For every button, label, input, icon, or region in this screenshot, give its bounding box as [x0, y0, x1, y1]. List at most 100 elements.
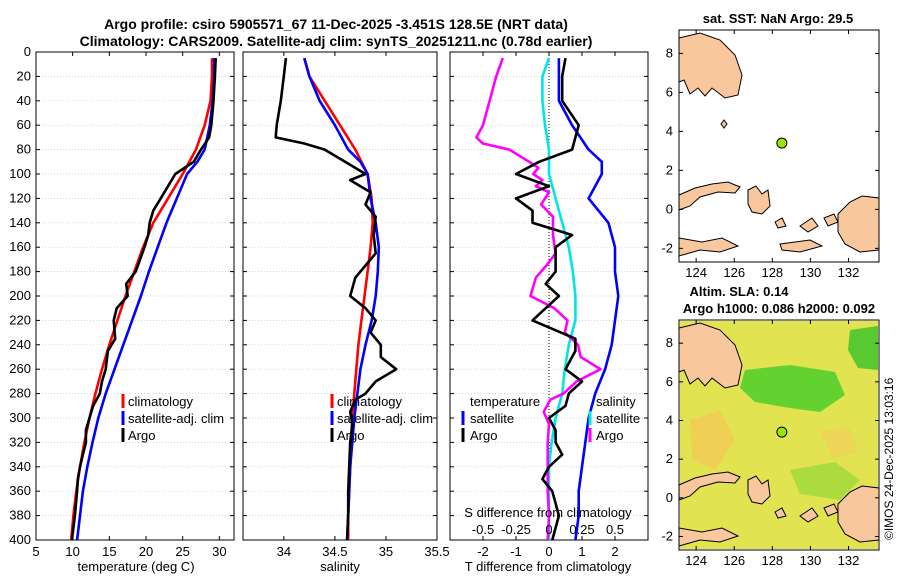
map-lon-tick-label: 124 — [685, 265, 707, 280]
legend-s-satellite-label: satellite — [596, 411, 640, 426]
sla-map-title-line2: Argo h1000: 0.086 h2000: 0.092 — [683, 301, 875, 316]
depth-tick-label: 400 — [9, 532, 31, 547]
sla-map-ticks: 124 126 128 130 132 -2 0 2 4 6 8 — [661, 320, 879, 568]
figure-title-line1: Argo profile: csiro 5905571_67 11-Dec-20… — [104, 16, 568, 32]
legend-s-argo-label: Argo — [596, 428, 623, 443]
map-lat-tick-label: -2 — [661, 528, 673, 543]
differences-s-difference-argo-line — [475, 57, 602, 540]
depth-tick-label: 160 — [9, 239, 31, 254]
map-lon-tick-label: 130 — [800, 553, 822, 568]
legend-argo-label: Argo — [128, 428, 155, 443]
differences-xtick-label: 0 — [545, 544, 552, 559]
map-lat-tick-label: 8 — [666, 335, 673, 350]
salinity-xlabel: salinity — [320, 559, 360, 574]
map-lat-tick-label: 8 — [666, 45, 673, 60]
temperature-xtick-label: 25 — [175, 544, 189, 559]
t-difference-xlabel: T difference from climatology — [465, 559, 632, 574]
copyright-text: ©IMOS 24-Dec-2025 13:03:16 — [882, 377, 896, 540]
depth-tick-label: 280 — [9, 386, 31, 401]
map-lat-tick-label: 6 — [666, 374, 673, 389]
temperature-xlabel: temperature (deg C) — [77, 559, 194, 574]
legend-satellite-label: satellite-adj. clim — [128, 411, 224, 426]
legend-temperature-label: temperature — [470, 394, 540, 409]
salinity-xtick-label: 34 — [277, 544, 291, 559]
legend-t-argo-label: Argo — [470, 428, 497, 443]
legend-satellite-label: satellite-adj. clim — [337, 411, 433, 426]
salinity-xtick-label: 35 — [379, 544, 393, 559]
sst-map-land-mindanao — [678, 32, 743, 99]
map-lat-tick-label: -2 — [661, 240, 673, 255]
map-lat-tick-label: 6 — [666, 84, 673, 99]
sla-map — [678, 319, 880, 551]
salinity-legend: climatology satellite-adj. clim Argo — [330, 394, 433, 443]
map-lon-tick-label: 126 — [723, 553, 745, 568]
sst-map-ticks: 124 126 128 130 132 -2 0 2 4 6 8 — [661, 30, 879, 280]
sla-low-west — [690, 410, 735, 470]
s-tick-label: 0.5 — [606, 522, 624, 537]
depth-tick-label: 320 — [9, 434, 31, 449]
figure-title-line2: Climatology: CARS2009. Satellite-adj cli… — [80, 33, 593, 49]
depth-tick-label: 0 — [24, 44, 31, 59]
temperature-satellite-adj-clim-line — [75, 58, 216, 540]
sla-map-land-mindanao — [678, 322, 743, 389]
depth-tick-label: 260 — [9, 361, 31, 376]
sla-map-land-halmahera — [747, 475, 771, 505]
map-lon-tick-label: 126 — [723, 265, 745, 280]
map-lon-tick-label: 124 — [685, 553, 707, 568]
sst-map-land-seram — [779, 239, 824, 253]
differences-s-difference-satellite-line — [541, 57, 577, 540]
depth-tick-label: 300 — [9, 410, 31, 425]
salinity-argo-line — [274, 57, 398, 540]
sst-map-land-sulawesi — [678, 181, 741, 211]
map-lat-tick-label: 4 — [666, 123, 673, 138]
temperature-xtick-label: 30 — [212, 544, 226, 559]
legend-argo-label: Argo — [337, 428, 364, 443]
differences-xtick-label: 1 — [578, 544, 585, 559]
depth-tick-label: 240 — [9, 337, 31, 352]
map-lat-tick-label: 0 — [666, 201, 673, 216]
depth-tick-label: 340 — [9, 459, 31, 474]
differences-xtick-label: -1 — [510, 544, 522, 559]
differences-xtick-label: 2 — [611, 544, 618, 559]
legend-climatology-label: climatology — [128, 394, 194, 409]
map-lat-tick-label: 2 — [666, 451, 673, 466]
map-lon-tick-label: 132 — [838, 265, 860, 280]
map-lon-tick-label: 132 — [838, 553, 860, 568]
map-lon-tick-label: 128 — [761, 553, 783, 568]
depth-tick-label: 120 — [9, 190, 31, 205]
depth-tick-label: 220 — [9, 312, 31, 327]
s-tick-label: 0 — [545, 522, 552, 537]
temperature-xtick-label: 20 — [139, 544, 153, 559]
sla-argo-marker — [776, 426, 788, 438]
salinity-profile-panel: 34 34.5 35 35.5 — [242, 51, 450, 559]
depth-tick-label: 180 — [9, 264, 31, 279]
depth-tick-label: 200 — [9, 288, 31, 303]
sla-high-corner — [848, 326, 878, 370]
difference-profile-panel: -2 -1 0 1 2 — [449, 51, 649, 559]
temperature-legend: climatology satellite-adj. clim Argo — [121, 394, 224, 443]
temperature-profile-panel: 0 20 40 60 80 100 120 140 160 180 200 220 240 260 280 3… — [9, 44, 235, 559]
salinity-satellite-adj-clim-line — [303, 57, 381, 540]
s-difference-tick-labels: -0.5 -0.25 0 0.25 0.5 — [472, 522, 624, 537]
sst-map-title: sat. SST: NaN Argo: 29.5 — [703, 11, 854, 26]
differences-xtick-label: -2 — [477, 544, 489, 559]
depth-tick-label: 80 — [17, 142, 31, 157]
difference-legend: temperature satellite Argo salinity sate… — [461, 394, 640, 443]
map-lat-tick-label: 0 — [666, 490, 673, 505]
s-tick-label: 0.25 — [569, 522, 594, 537]
s-difference-xlabel: S difference from climatology — [464, 505, 632, 520]
depth-tick-label: 20 — [17, 68, 31, 83]
sla-map-land-sulawesi — [678, 471, 741, 501]
sla-high-south — [790, 462, 860, 500]
temperature-xtick-label: 10 — [65, 544, 79, 559]
map-lon-tick-label: 128 — [761, 265, 783, 280]
sst-map-land-halmahera — [747, 185, 771, 215]
temperature-argo-line — [70, 58, 217, 540]
sla-map-land-papua — [837, 485, 880, 543]
differences-t-difference-satellite-line — [557, 58, 620, 540]
sla-low-east — [820, 428, 858, 458]
legend-t-satellite-label: satellite — [470, 411, 514, 426]
map-lat-tick-label: 4 — [666, 413, 673, 428]
s-tick-label: -0.25 — [501, 522, 531, 537]
